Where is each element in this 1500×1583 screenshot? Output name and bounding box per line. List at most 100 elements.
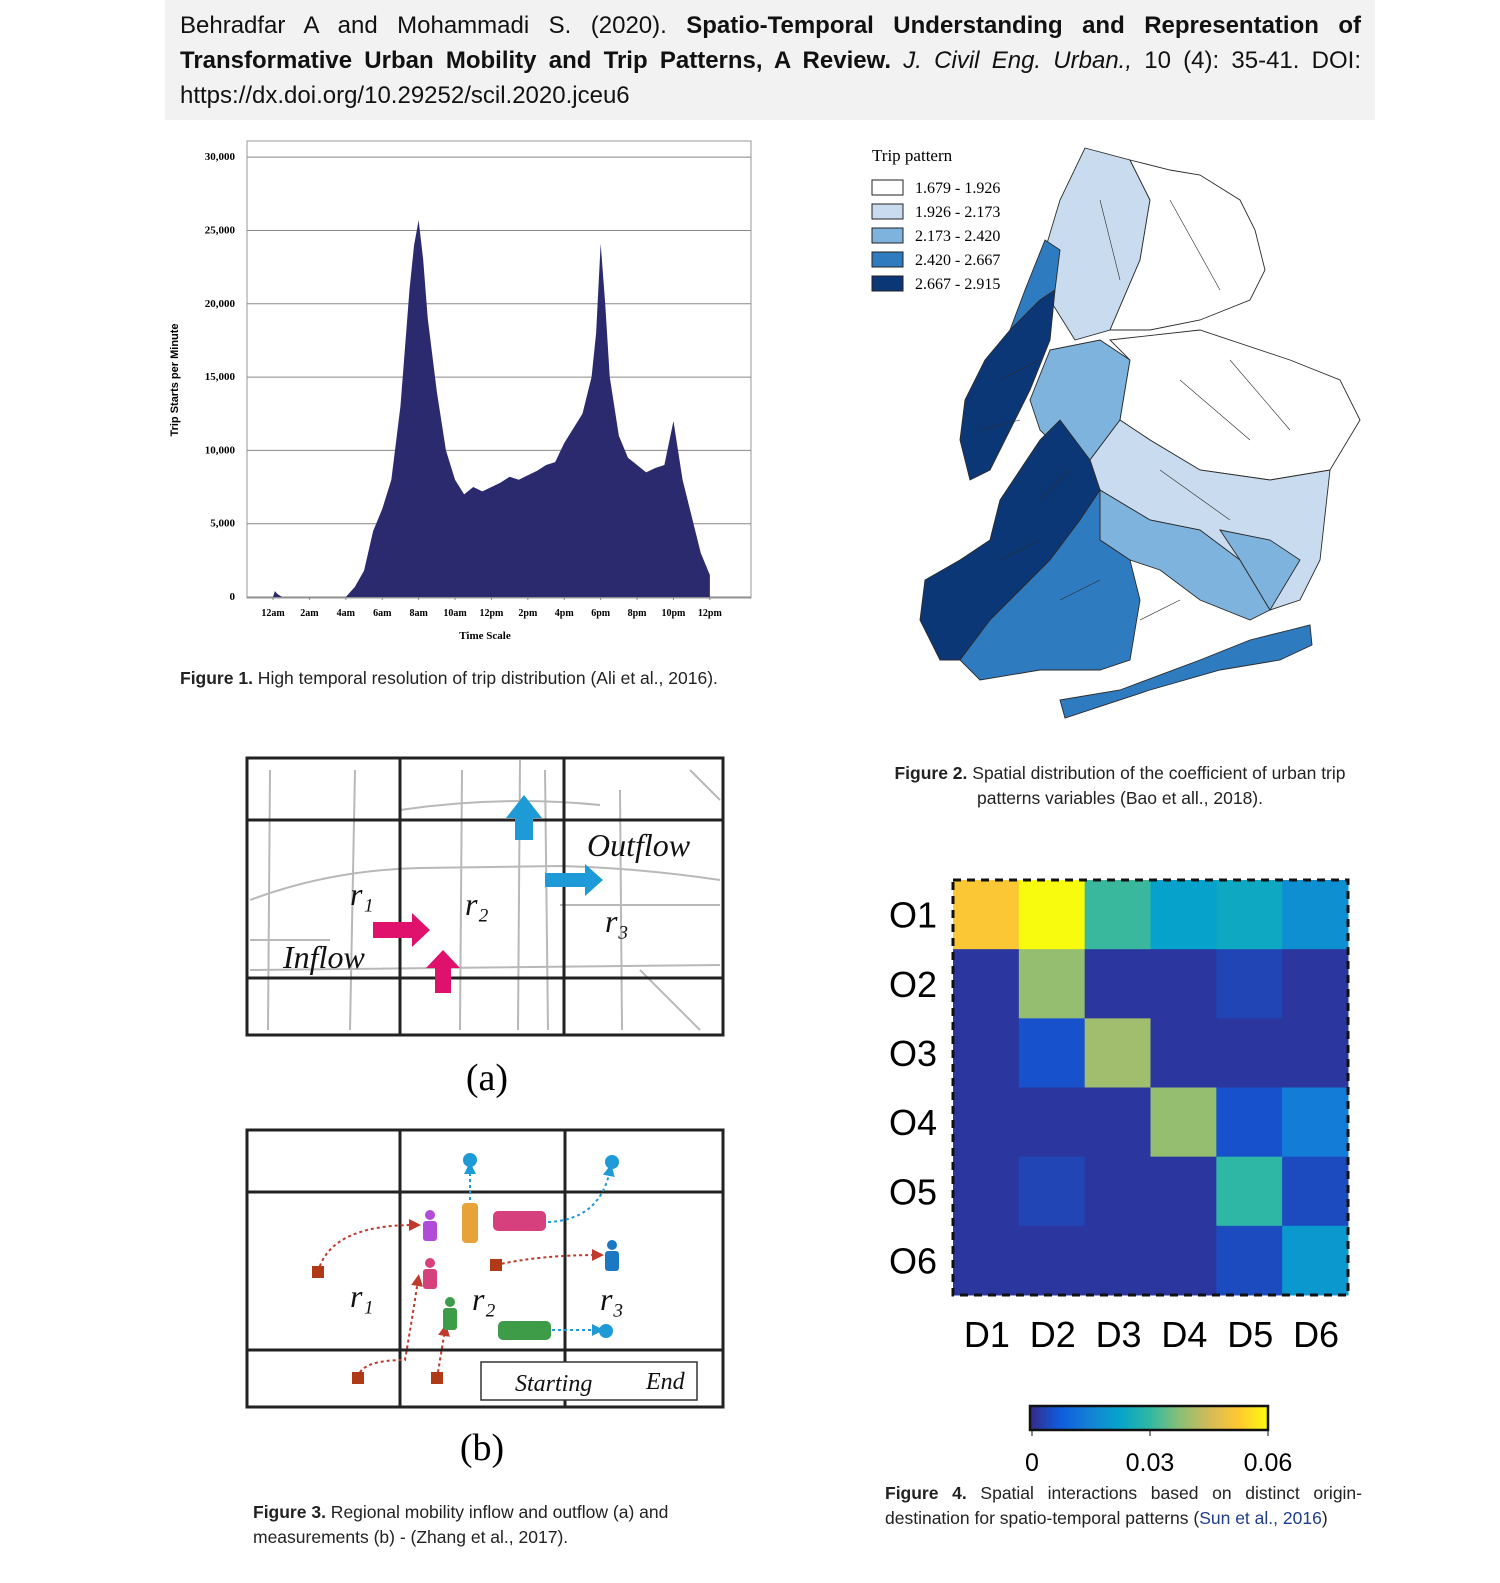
figure-3b-diagram-shape-shape bbox=[605, 1155, 619, 1169]
x-tick-label: 12pm bbox=[698, 608, 723, 619]
colorbar bbox=[1028, 1404, 1270, 1432]
figure-3a-diagram-shape bbox=[249, 759, 721, 1031]
heatmap-cell bbox=[953, 949, 1020, 1019]
x-tick-label: 6am bbox=[373, 608, 392, 619]
figure-3b-diagram-shape-shape bbox=[607, 1240, 617, 1250]
heatmap-cell bbox=[1084, 949, 1151, 1019]
heatmap-cell bbox=[1150, 1225, 1217, 1296]
heatmap-cell bbox=[1018, 1087, 1086, 1158]
figure-2-map-shape bbox=[979, 199, 1291, 621]
text-run: Spatial distribution of the coefficient … bbox=[967, 763, 1346, 808]
x-axis-label: Time Scale bbox=[459, 630, 511, 642]
region-label: r₁ bbox=[350, 1278, 374, 1314]
row-label: O6 bbox=[889, 1240, 937, 1281]
heatmap-cell bbox=[1018, 1156, 1086, 1227]
row-label: O2 bbox=[889, 964, 937, 1005]
x-tick-label: 6pm bbox=[591, 608, 611, 619]
legend-title: Trip pattern bbox=[872, 146, 953, 165]
heatmap-cell bbox=[1084, 1225, 1151, 1296]
caption: Figure 2. Spatial distribution of the co… bbox=[885, 761, 1355, 811]
heatmap-cell bbox=[1084, 880, 1151, 950]
region-label: r₂ bbox=[472, 1281, 496, 1317]
text-run: Figure 3. bbox=[253, 1502, 326, 1522]
figure-1: 0 5,000 10,000 15,000 20,000 25,000 30,000 12am… bbox=[169, 140, 752, 642]
legend-label: 2.173 - 2.420 bbox=[915, 228, 1000, 245]
heatmap-cell bbox=[1216, 1225, 1283, 1296]
heatmap-cell bbox=[1150, 1018, 1217, 1088]
heatmap-cell bbox=[1216, 1156, 1283, 1227]
legend-label: Starting bbox=[515, 1371, 592, 1397]
text-run: Spatial interactions based on distinct o… bbox=[885, 1483, 1362, 1528]
figure-2-map-shape bbox=[959, 289, 1056, 481]
x-tick-label: 4am bbox=[337, 608, 356, 619]
figure-3b-diagram-shape bbox=[493, 1211, 546, 1231]
figure-3b-diagram-shape-shape bbox=[463, 1153, 477, 1167]
text-run: J. Civil Eng. Urban., bbox=[891, 47, 1133, 74]
heatmap-cell bbox=[1282, 880, 1349, 950]
column-label: D2 bbox=[1030, 1314, 1076, 1355]
region-label: r₂ bbox=[465, 886, 489, 922]
figure-3a-diagram-shape bbox=[373, 913, 460, 993]
heatmap-cell bbox=[1216, 880, 1283, 950]
text-run: ) bbox=[1321, 1508, 1328, 1528]
figure-3b-diagram-shape-shape bbox=[495, 1249, 604, 1266]
heatmap-frame bbox=[951, 878, 1350, 1297]
heatmap-cell bbox=[953, 1018, 1020, 1088]
panel-label: (a) bbox=[466, 1057, 508, 1099]
figure-3a-diagram: Outflow Inflow r₁ r₂ r₃ (a) bbox=[245, 756, 725, 1099]
text-run: 10 (4): 35-41. DOI: https://dx.doi.org/1… bbox=[180, 47, 1361, 109]
figure-2-map-shape bbox=[1059, 624, 1313, 719]
heatmap-cell bbox=[1150, 880, 1217, 950]
legend-label: 1.926 - 2.173 bbox=[915, 204, 1000, 221]
heatmap-cell bbox=[953, 1087, 1020, 1158]
figure-3b-diagram-shape-shape bbox=[443, 1308, 457, 1330]
heatmap-cell bbox=[1282, 949, 1349, 1019]
figure-3b-diagram-shape-shape bbox=[423, 1221, 437, 1241]
figure-3b-diagram-shape-shape bbox=[490, 1259, 502, 1271]
text-run: Figure 1. bbox=[180, 668, 253, 688]
legend-swatch bbox=[871, 251, 904, 268]
legend-swatch bbox=[871, 179, 904, 196]
heatmap-cell bbox=[1216, 949, 1283, 1019]
legend-label: 1.679 - 1.926 bbox=[915, 180, 1000, 197]
heatmap-cell bbox=[1282, 1087, 1349, 1158]
x-tick-label: 2pm bbox=[518, 608, 538, 619]
column-label: D1 bbox=[964, 1314, 1010, 1355]
figure-3b-diagram-shape-shape bbox=[423, 1269, 437, 1289]
colorbar-tick-label: 0.03 bbox=[1126, 1449, 1175, 1477]
heatmap-cell bbox=[953, 1225, 1020, 1296]
caption: Figure 3. Regional mobility inflow and o… bbox=[253, 1500, 728, 1550]
y-tick-label: 15,000 bbox=[205, 371, 236, 383]
legend-label: 2.420 - 2.667 bbox=[915, 252, 1000, 269]
row-label: O3 bbox=[889, 1033, 937, 1074]
x-tick-label: 12am bbox=[261, 608, 285, 619]
legend-swatch bbox=[871, 203, 904, 220]
heatmap-cell bbox=[1282, 1156, 1349, 1227]
region-label: r₃ bbox=[605, 903, 629, 939]
heatmap-cell bbox=[1018, 949, 1086, 1019]
y-tick-label: 0 bbox=[230, 591, 236, 603]
column-label: D4 bbox=[1161, 1314, 1207, 1355]
figure-2-map-shape bbox=[959, 488, 1141, 681]
heatmap-cell bbox=[953, 1156, 1020, 1227]
x-tick-label: 8am bbox=[409, 608, 428, 619]
outflow-label: Outflow bbox=[587, 827, 691, 863]
figure-3b-diagram-shape-shape bbox=[352, 1372, 364, 1384]
inflow-label: Inflow bbox=[282, 939, 365, 975]
figure-3b-diagram-shape-shape bbox=[312, 1266, 324, 1278]
figure-3b-diagram-shape-shape bbox=[605, 1251, 619, 1271]
text-run[interactable]: Sun et al., 2016 bbox=[1199, 1508, 1322, 1528]
row-label: O5 bbox=[889, 1171, 937, 1212]
row-label: O1 bbox=[889, 895, 937, 936]
heatmap-cell bbox=[1282, 1018, 1349, 1088]
figure-3b-diagram-shape bbox=[462, 1203, 478, 1243]
figure-3b-diagram-shape bbox=[245, 1128, 725, 1409]
colorbar-tick-label: 0.06 bbox=[1244, 1449, 1293, 1477]
x-tick-label: 2am bbox=[300, 608, 319, 619]
text-run: Figure 2. bbox=[894, 763, 968, 783]
figure-3b-diagram-shape-shape bbox=[445, 1297, 455, 1307]
column-label: D5 bbox=[1227, 1314, 1273, 1355]
figure-3a-diagram-shape bbox=[506, 795, 603, 896]
heatmap-cell bbox=[1018, 1018, 1086, 1088]
